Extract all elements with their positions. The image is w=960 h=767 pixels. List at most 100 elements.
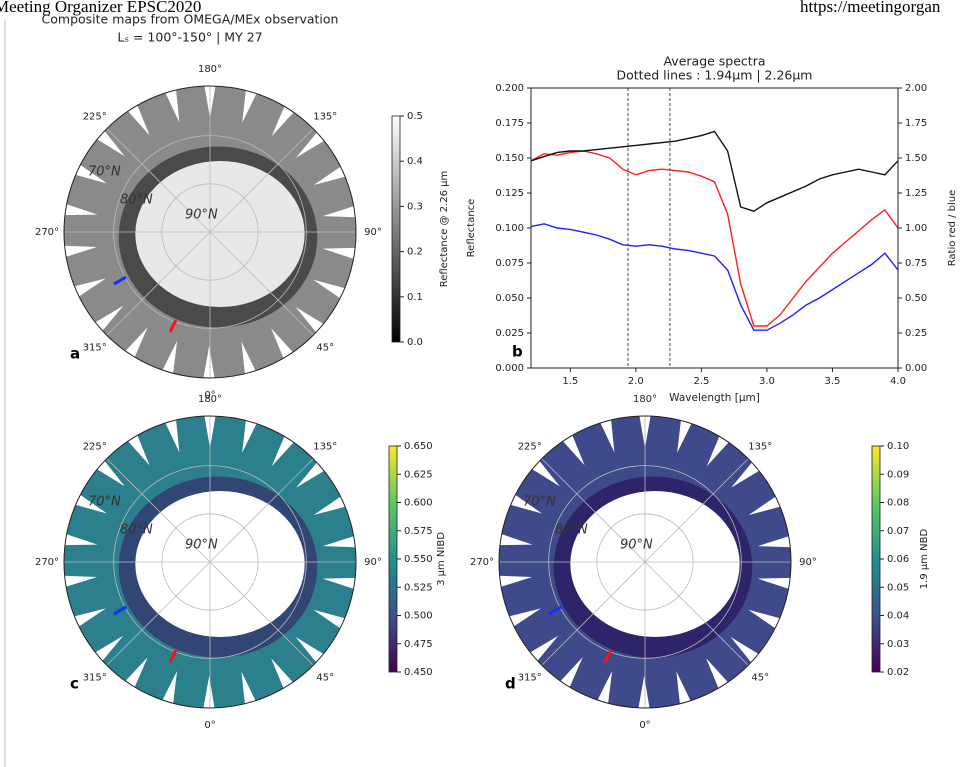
y-tick-label: 0.150 <box>495 153 524 164</box>
longitude-label: 180° <box>198 394 222 405</box>
longitude-label: 315° <box>518 672 542 683</box>
blue-marker <box>113 605 127 616</box>
colorbar-tick-label: 0.05 <box>887 582 909 593</box>
map-gap <box>64 245 98 262</box>
map-grid-meridian <box>209 231 314 336</box>
map-grid-meridian <box>209 561 314 666</box>
map-gap <box>499 529 533 546</box>
map-gap <box>635 675 652 708</box>
latitude-label: 80°N <box>555 523 588 538</box>
latitude-label: 90°N <box>185 208 218 223</box>
map-gap <box>200 675 217 708</box>
map-gap <box>499 575 533 592</box>
map-gap <box>64 529 98 546</box>
y-axis-label: Reflectance <box>466 199 477 258</box>
colorbar-tick-label: 0.02 <box>887 667 909 678</box>
latitude-label: 90°N <box>185 538 218 553</box>
colorbar-label: 1.9 µm NBD <box>919 528 930 589</box>
longitude-label: 180° <box>198 64 222 75</box>
map-gap <box>322 247 356 264</box>
map-gap <box>200 345 217 378</box>
polar-map: 180° 135° 90° 45° 0° 315° 270° 225° 70°N 80°N 90°N… <box>470 394 930 731</box>
maps-title: Composite maps from OMEGA/MEx observatio… <box>42 12 339 27</box>
map-grid-meridian <box>106 458 211 563</box>
y-tick-label: 0.050 <box>495 293 524 304</box>
longitude-label: 225° <box>518 442 542 453</box>
y-tick-label: 0.125 <box>495 188 524 199</box>
colorbar-label: Reflectance @ 2.26 µm <box>439 171 450 288</box>
panel-label: c <box>70 675 79 693</box>
latitude-label: 80°N <box>120 523 153 538</box>
y2-tick-label: 0.50 <box>905 293 927 304</box>
longitude-label: 315° <box>83 672 107 683</box>
y2-tick-label: 2.00 <box>905 83 927 94</box>
colorbar-tick-label: 0.10 <box>887 441 909 452</box>
x-tick-label: 4.0 <box>890 376 906 387</box>
map-grid-meridian <box>541 458 646 563</box>
spectrum-line <box>530 223 899 331</box>
x-tick-label: 2.0 <box>628 376 644 387</box>
x-tick-label: 1.5 <box>562 376 578 387</box>
y2-tick-label: 0.25 <box>905 328 927 339</box>
longitude-label: 0° <box>639 720 650 731</box>
map-grid-meridian <box>644 561 749 666</box>
map-gap <box>64 575 98 592</box>
blue-marker <box>113 275 127 286</box>
longitude-label: 270° <box>35 557 59 568</box>
panel-label: d <box>505 675 516 693</box>
map-gap <box>757 531 791 548</box>
blue-marker <box>548 605 562 616</box>
y2-tick-label: 1.75 <box>905 118 927 129</box>
longitude-label: 45° <box>316 672 334 683</box>
latitude-label: 70°N <box>88 495 121 510</box>
map-grid-meridian <box>106 128 211 233</box>
red-marker <box>603 649 613 663</box>
longitude-label: 45° <box>316 342 334 353</box>
polar-map: 180° 135° 90° 45° 0° 315° 270° 225° 70°N 80°N 90°N… <box>35 64 450 401</box>
map-gap <box>64 199 98 216</box>
colorbar-tick-label: 0.06 <box>887 554 909 565</box>
latitude-label: 80°N <box>120 193 153 208</box>
colorbar-tick-label: 0.04 <box>887 611 909 622</box>
longitude-label: 225° <box>83 112 107 123</box>
map-grid-meridian <box>644 458 749 563</box>
colorbar-tick-label: 0.08 <box>887 498 909 509</box>
x-tick-label: 3.0 <box>759 376 775 387</box>
plot-frame <box>530 87 899 369</box>
longitude-label: 90° <box>364 227 382 238</box>
longitude-label: 90° <box>799 557 817 568</box>
colorbar-tick-label: 0.2 <box>407 247 423 258</box>
colorbar-tick-label: 0.03 <box>887 639 909 650</box>
longitude-label: 315° <box>83 342 107 353</box>
map-cap <box>570 491 740 637</box>
y-tick-label: 0.175 <box>495 118 524 129</box>
y-tick-label: 0.200 <box>495 83 524 94</box>
colorbar-tick-label: 0.625 <box>404 469 433 480</box>
colorbar-tick-label: 0.575 <box>404 526 433 537</box>
y2-axis-label: Ratio red / blue <box>947 190 958 267</box>
spectrum-line <box>530 130 899 212</box>
map-gap <box>322 577 356 594</box>
colorbar-tick-label: 0.550 <box>404 554 433 565</box>
red-marker <box>168 649 178 663</box>
longitude-label: 90° <box>364 557 382 568</box>
colorbar <box>871 445 881 673</box>
longitude-label: 135° <box>748 442 772 453</box>
colorbar-tick-label: 0.650 <box>404 441 433 452</box>
y2-tick-label: 1.25 <box>905 188 927 199</box>
colorbar-tick-label: 0.3 <box>407 201 423 212</box>
map-outline <box>63 85 357 379</box>
header-right: https://meetingorgan <box>800 0 941 16</box>
longitude-label: 0° <box>204 390 215 401</box>
x-tick-label: 3.5 <box>825 376 841 387</box>
map-grid-meridian <box>106 231 211 336</box>
colorbar-label: 3 µm NIBD <box>436 532 447 586</box>
panel-label: b <box>512 343 523 361</box>
chart-title: Average spectra <box>663 54 765 69</box>
x-tick-label: 2.5 <box>693 376 709 387</box>
map-cap <box>135 491 305 637</box>
colorbar-tick-label: 0.525 <box>404 582 433 593</box>
colorbar-tick-label: 0.4 <box>407 156 423 167</box>
maps-subtitle: Lₛ = 100°-150° | MY 27 <box>117 30 262 45</box>
y-tick-label: 0.000 <box>495 363 524 374</box>
